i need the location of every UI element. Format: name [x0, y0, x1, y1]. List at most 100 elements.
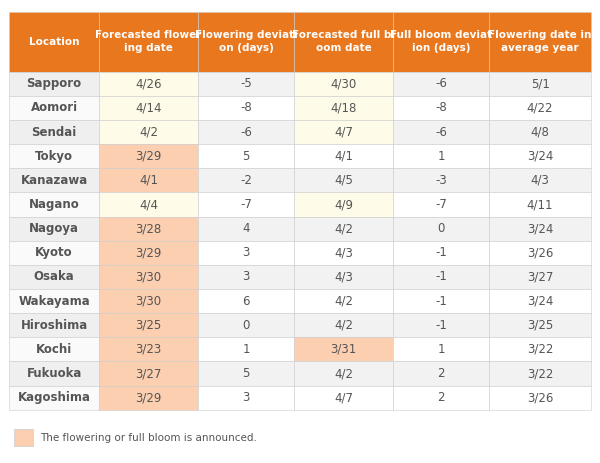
- Text: Nagano: Nagano: [29, 198, 79, 211]
- Text: 0: 0: [242, 319, 250, 332]
- FancyBboxPatch shape: [198, 72, 294, 96]
- Text: 5/1: 5/1: [530, 77, 550, 90]
- Text: 3/30: 3/30: [136, 270, 162, 283]
- Text: 3/27: 3/27: [136, 367, 162, 380]
- FancyBboxPatch shape: [99, 313, 198, 338]
- FancyBboxPatch shape: [9, 193, 99, 217]
- FancyBboxPatch shape: [9, 362, 99, 386]
- FancyBboxPatch shape: [198, 169, 294, 193]
- Text: -3: -3: [435, 174, 447, 187]
- Text: Kanazawa: Kanazawa: [20, 174, 88, 187]
- FancyBboxPatch shape: [489, 72, 591, 96]
- Text: 4/1: 4/1: [334, 150, 353, 163]
- FancyBboxPatch shape: [9, 72, 99, 96]
- FancyBboxPatch shape: [198, 313, 294, 338]
- Text: 3/24: 3/24: [527, 150, 553, 163]
- FancyBboxPatch shape: [489, 217, 591, 241]
- Text: 4/8: 4/8: [530, 125, 550, 138]
- FancyBboxPatch shape: [393, 96, 489, 120]
- Text: 3/22: 3/22: [527, 343, 553, 356]
- Text: -2: -2: [240, 174, 252, 187]
- FancyBboxPatch shape: [99, 169, 198, 193]
- FancyBboxPatch shape: [393, 386, 489, 410]
- FancyBboxPatch shape: [99, 338, 198, 362]
- Text: -6: -6: [435, 125, 447, 138]
- Text: 3: 3: [242, 391, 250, 404]
- FancyBboxPatch shape: [99, 362, 198, 386]
- Text: -1: -1: [435, 294, 447, 307]
- Text: 1: 1: [437, 150, 445, 163]
- Text: -6: -6: [240, 125, 252, 138]
- Text: 4: 4: [242, 222, 250, 235]
- Text: 3/27: 3/27: [527, 270, 553, 283]
- FancyBboxPatch shape: [393, 241, 489, 265]
- FancyBboxPatch shape: [9, 265, 99, 289]
- Text: 4/3: 4/3: [334, 246, 353, 259]
- FancyBboxPatch shape: [294, 362, 393, 386]
- Text: 4/7: 4/7: [334, 391, 353, 404]
- Text: 2: 2: [437, 391, 445, 404]
- FancyBboxPatch shape: [393, 362, 489, 386]
- FancyBboxPatch shape: [393, 144, 489, 169]
- Text: Sapporo: Sapporo: [26, 77, 82, 90]
- FancyBboxPatch shape: [294, 265, 393, 289]
- FancyBboxPatch shape: [198, 193, 294, 217]
- FancyBboxPatch shape: [9, 144, 99, 169]
- Text: -1: -1: [435, 270, 447, 283]
- FancyBboxPatch shape: [489, 386, 591, 410]
- Text: 3/23: 3/23: [136, 343, 162, 356]
- Text: Location: Location: [29, 37, 79, 47]
- Text: Aomori: Aomori: [31, 101, 77, 114]
- FancyBboxPatch shape: [294, 72, 393, 96]
- FancyBboxPatch shape: [99, 241, 198, 265]
- FancyBboxPatch shape: [99, 120, 198, 144]
- FancyBboxPatch shape: [393, 72, 489, 96]
- FancyBboxPatch shape: [294, 120, 393, 144]
- Text: -8: -8: [435, 101, 447, 114]
- FancyBboxPatch shape: [99, 386, 198, 410]
- FancyBboxPatch shape: [294, 12, 393, 72]
- FancyBboxPatch shape: [9, 120, 99, 144]
- FancyBboxPatch shape: [393, 217, 489, 241]
- FancyBboxPatch shape: [198, 289, 294, 313]
- FancyBboxPatch shape: [489, 169, 591, 193]
- Text: 4/3: 4/3: [334, 270, 353, 283]
- FancyBboxPatch shape: [393, 193, 489, 217]
- FancyBboxPatch shape: [198, 12, 294, 72]
- Text: 4/4: 4/4: [139, 198, 158, 211]
- Text: Osaka: Osaka: [34, 270, 74, 283]
- Text: 3/29: 3/29: [136, 150, 162, 163]
- Text: 3/24: 3/24: [527, 222, 553, 235]
- FancyBboxPatch shape: [489, 338, 591, 362]
- FancyBboxPatch shape: [294, 96, 393, 120]
- FancyBboxPatch shape: [198, 120, 294, 144]
- Text: 3/25: 3/25: [136, 319, 162, 332]
- Text: Forecasted full bl
oom date: Forecasted full bl oom date: [292, 31, 395, 53]
- FancyBboxPatch shape: [393, 169, 489, 193]
- FancyBboxPatch shape: [489, 144, 591, 169]
- Text: Kagoshima: Kagoshima: [17, 391, 91, 404]
- Text: 3/29: 3/29: [136, 391, 162, 404]
- FancyBboxPatch shape: [198, 96, 294, 120]
- FancyBboxPatch shape: [9, 96, 99, 120]
- Text: Kyoto: Kyoto: [35, 246, 73, 259]
- FancyBboxPatch shape: [489, 120, 591, 144]
- FancyBboxPatch shape: [99, 217, 198, 241]
- FancyBboxPatch shape: [9, 169, 99, 193]
- Text: 4/11: 4/11: [527, 198, 553, 211]
- FancyBboxPatch shape: [198, 386, 294, 410]
- FancyBboxPatch shape: [489, 241, 591, 265]
- Text: 4/7: 4/7: [334, 125, 353, 138]
- FancyBboxPatch shape: [393, 120, 489, 144]
- Text: 4/2: 4/2: [334, 319, 353, 332]
- FancyBboxPatch shape: [294, 169, 393, 193]
- FancyBboxPatch shape: [294, 241, 393, 265]
- FancyBboxPatch shape: [198, 217, 294, 241]
- Text: 4/26: 4/26: [136, 77, 162, 90]
- Text: 4/1: 4/1: [139, 174, 158, 187]
- FancyBboxPatch shape: [99, 289, 198, 313]
- Text: 2: 2: [437, 367, 445, 380]
- FancyBboxPatch shape: [99, 265, 198, 289]
- Text: 4/30: 4/30: [331, 77, 357, 90]
- FancyBboxPatch shape: [198, 241, 294, 265]
